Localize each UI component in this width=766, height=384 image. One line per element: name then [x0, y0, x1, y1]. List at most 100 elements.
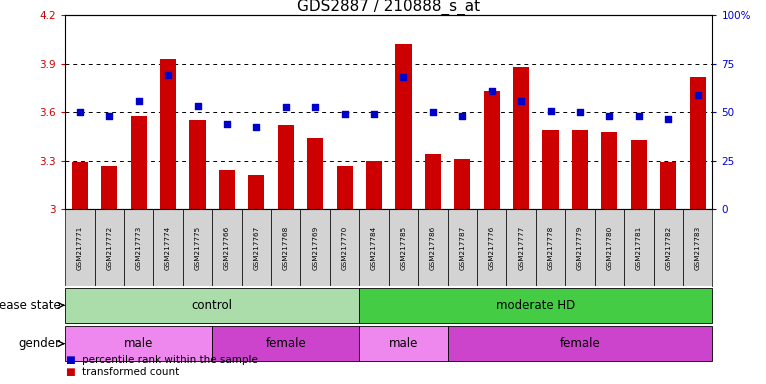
Bar	[72, 162, 88, 209]
Text: GSM217767: GSM217767	[254, 225, 260, 270]
Text: GSM217768: GSM217768	[283, 225, 289, 270]
Text: GSM217777: GSM217777	[518, 225, 524, 270]
Text: GSM217775: GSM217775	[195, 225, 201, 270]
Text: GSM217780: GSM217780	[607, 225, 612, 270]
Point	[162, 72, 174, 78]
Bar	[189, 121, 205, 209]
Point	[368, 111, 380, 117]
Bar	[101, 166, 117, 209]
Text: female: female	[560, 337, 601, 350]
Point	[662, 116, 674, 122]
Bar	[506, 209, 536, 286]
Bar	[594, 209, 624, 286]
Point	[457, 113, 469, 119]
Bar	[183, 209, 212, 286]
Bar	[601, 132, 617, 209]
Text: ■: ■	[65, 367, 75, 377]
Bar	[653, 209, 683, 286]
Bar	[447, 326, 712, 361]
Text: gender: gender	[18, 337, 61, 350]
Bar	[454, 159, 470, 209]
Text: GSM217787: GSM217787	[460, 225, 465, 270]
Bar	[630, 140, 647, 209]
Bar	[366, 161, 382, 209]
Text: male: male	[389, 337, 418, 350]
Bar	[336, 166, 352, 209]
Bar	[689, 77, 705, 209]
Point	[221, 121, 233, 127]
Bar	[359, 326, 447, 361]
Point	[309, 104, 321, 111]
Bar	[212, 209, 241, 286]
Text: control: control	[192, 299, 233, 312]
Point	[692, 91, 704, 98]
Text: percentile rank within the sample: percentile rank within the sample	[82, 355, 258, 365]
Bar	[160, 59, 176, 209]
Bar	[483, 91, 499, 209]
Point	[74, 109, 86, 116]
Bar	[565, 209, 594, 286]
Bar	[536, 209, 565, 286]
Text: GSM217782: GSM217782	[665, 225, 671, 270]
Point	[486, 88, 498, 94]
Point	[280, 104, 292, 111]
Bar	[624, 209, 653, 286]
Point	[250, 124, 263, 130]
Bar	[572, 130, 588, 209]
Bar	[65, 209, 94, 286]
Text: transformed count: transformed count	[82, 367, 179, 377]
Bar	[477, 209, 506, 286]
Bar	[212, 326, 359, 361]
Bar	[219, 170, 235, 209]
Bar	[248, 175, 264, 209]
Bar	[65, 326, 212, 361]
Point	[192, 103, 204, 109]
Bar	[307, 138, 323, 209]
Bar	[418, 209, 447, 286]
Bar	[241, 209, 271, 286]
Text: moderate HD: moderate HD	[496, 299, 575, 312]
Bar	[395, 45, 411, 209]
Point	[133, 98, 145, 104]
Text: GSM217779: GSM217779	[577, 225, 583, 270]
Point	[103, 113, 116, 119]
Bar	[124, 209, 153, 286]
Text: GSM217785: GSM217785	[401, 225, 407, 270]
Point	[574, 109, 586, 116]
Text: ■: ■	[65, 355, 75, 365]
Text: GSM217778: GSM217778	[548, 225, 554, 270]
Point	[633, 113, 645, 119]
Bar	[542, 130, 558, 209]
Point	[427, 109, 439, 116]
Bar	[683, 209, 712, 286]
Text: GSM217786: GSM217786	[430, 225, 436, 270]
Text: GSM217773: GSM217773	[136, 225, 142, 270]
Text: male: male	[124, 337, 153, 350]
Point	[398, 74, 410, 80]
Bar	[330, 209, 359, 286]
Text: female: female	[265, 337, 306, 350]
Text: GSM217766: GSM217766	[224, 225, 230, 270]
Bar	[660, 162, 676, 209]
Text: GSM217781: GSM217781	[636, 225, 642, 270]
Bar	[513, 67, 529, 209]
Point	[604, 113, 616, 119]
Bar	[425, 154, 441, 209]
Text: GSM217771: GSM217771	[77, 225, 83, 270]
Text: GSM217776: GSM217776	[489, 225, 495, 270]
Bar	[389, 209, 418, 286]
Bar	[130, 116, 147, 209]
Point	[545, 108, 557, 114]
Text: GSM217774: GSM217774	[165, 225, 171, 270]
Title: GDS2887 / 210888_s_at: GDS2887 / 210888_s_at	[297, 0, 480, 15]
Text: GSM217784: GSM217784	[371, 225, 377, 270]
Bar	[65, 288, 359, 323]
Point	[339, 111, 351, 117]
Text: GSM217783: GSM217783	[695, 225, 701, 270]
Point	[515, 98, 527, 104]
Bar	[153, 209, 183, 286]
Bar	[447, 209, 477, 286]
Bar	[278, 125, 294, 209]
Bar	[359, 288, 712, 323]
Bar	[94, 209, 124, 286]
